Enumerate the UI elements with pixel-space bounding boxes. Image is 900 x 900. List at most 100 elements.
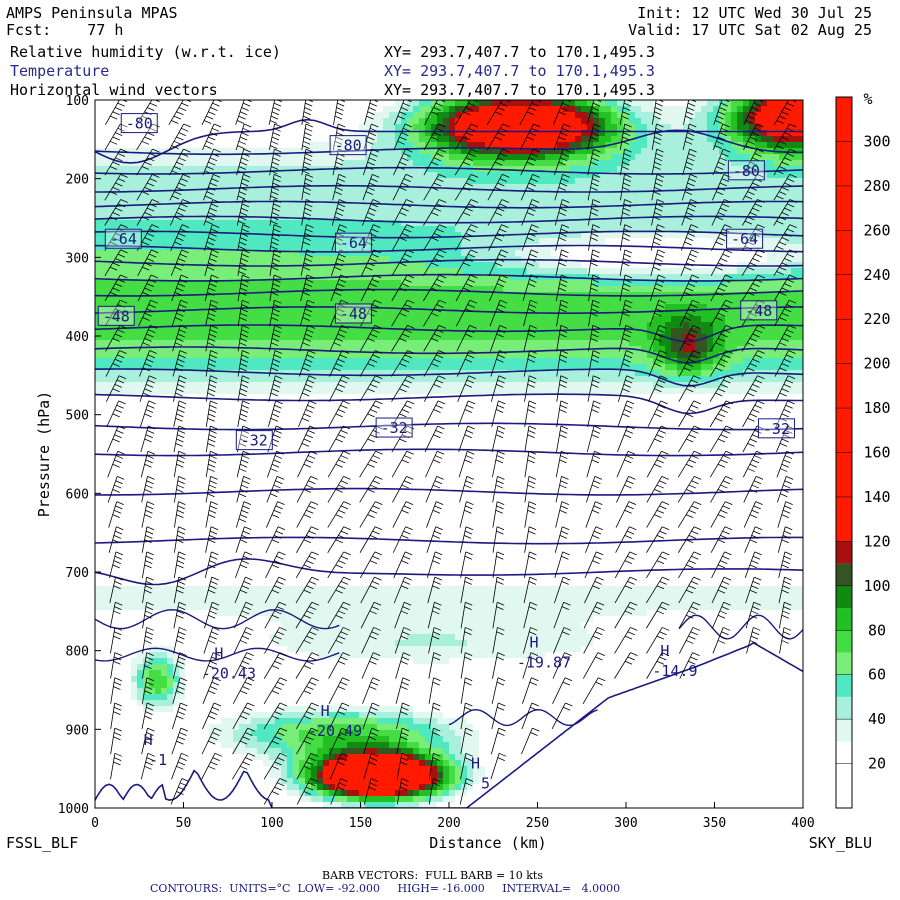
wind-barb (614, 601, 638, 629)
wind-barb (236, 148, 251, 176)
wind-barb (555, 249, 569, 276)
wind-barb (428, 727, 441, 755)
wind-barb (295, 551, 319, 579)
x-tick-label: 200 (437, 816, 460, 831)
wind-barb (709, 400, 734, 428)
wind-barb (521, 224, 539, 251)
wind-barb (393, 551, 413, 579)
wind-barb (296, 752, 319, 780)
isotherm-label: -48 (97, 305, 135, 326)
colorbar-swatch (836, 274, 852, 320)
wind-barb (423, 199, 447, 226)
wind-barb (360, 274, 382, 302)
axes: 0 50 100 150 200 250 300 350 400 100 200 300 400 500 6… (58, 94, 815, 831)
wind-barb (554, 199, 570, 226)
wind-barb (460, 601, 473, 629)
wind-barb (203, 199, 220, 226)
wind-barb (428, 677, 441, 704)
wind-barb (556, 375, 568, 402)
wind-barb (587, 123, 601, 151)
wind-barb (264, 601, 287, 629)
wind-barb (487, 199, 510, 226)
wind-barb (712, 601, 731, 629)
colorbar-swatch (836, 630, 852, 653)
wind-barb (524, 526, 537, 553)
wind-barb (583, 627, 605, 654)
colorbar-swatch (836, 541, 852, 564)
wind-barb (362, 148, 379, 176)
wind-barb (327, 450, 351, 478)
wind-barb (519, 123, 541, 151)
wind-barb (458, 425, 475, 453)
wind-barb (648, 375, 668, 402)
colorbar-swatch (836, 363, 852, 409)
wind-barb (646, 551, 670, 579)
wind-barb (520, 148, 541, 176)
wind-barb (301, 173, 314, 201)
wind-barb (524, 425, 537, 453)
wind-barb (169, 199, 190, 226)
wind-barb (422, 249, 447, 277)
wind-barb (232, 677, 255, 704)
wind-barb (201, 752, 223, 780)
wind-barb (586, 425, 602, 453)
wind-barb (359, 400, 383, 428)
colorbar-tick-label: 80 (868, 621, 886, 639)
wind-barb (651, 123, 664, 151)
wind-barb (360, 576, 382, 604)
wind-barb (651, 173, 664, 201)
wind-barb (359, 324, 383, 352)
wind-barb (709, 375, 734, 402)
wind-barb (269, 148, 282, 176)
wind-barb (555, 274, 569, 302)
wind-barb (713, 100, 730, 125)
wind-barb (677, 501, 702, 528)
wind-barb (552, 652, 572, 679)
wind-barb (491, 425, 506, 453)
colorbar-swatch (836, 608, 852, 631)
wind-barb (620, 173, 632, 201)
wind-barb (104, 274, 128, 302)
colorbar-tick-label: 300 (863, 132, 890, 150)
wind-barb (492, 476, 505, 503)
wind-barb (201, 727, 222, 755)
wind-barb (265, 551, 286, 579)
wind-barb (235, 526, 252, 553)
wind-barb (105, 375, 127, 402)
wind-barb (295, 652, 319, 679)
wind-barb (524, 476, 537, 503)
wind-barb (646, 652, 670, 679)
wind-barb (553, 123, 571, 151)
wind-barb (328, 400, 350, 428)
wind-barb (264, 627, 287, 654)
wind-barb (205, 400, 218, 427)
wind-barb (555, 476, 569, 503)
high-label: H-14.9 (652, 642, 697, 680)
wind-barb (109, 576, 123, 604)
wind-barb (554, 551, 570, 579)
colorbar-swatch (836, 719, 852, 742)
y-tick-label: 900 (66, 723, 89, 738)
wind-barb (522, 627, 538, 654)
wind-barb (109, 551, 124, 579)
x-axis-label: Distance (km) (429, 834, 546, 852)
wind-barb (295, 702, 319, 730)
wind-barb (172, 702, 188, 730)
wind-barb (617, 375, 634, 402)
wind-barb (391, 274, 415, 302)
wind-barb (173, 576, 186, 604)
wind-barb (619, 274, 633, 302)
wind-barb (682, 123, 697, 151)
wind-barb (391, 324, 415, 352)
wind-barb (205, 375, 218, 402)
wind-barb (139, 375, 157, 402)
wind-barb (237, 350, 250, 377)
wind-barb (269, 299, 282, 327)
wind-barb (393, 123, 413, 151)
wind-barb (773, 249, 797, 277)
wind-barb (681, 173, 698, 201)
wind-barb (677, 450, 702, 478)
wind-barb (203, 224, 220, 251)
wind-barb (460, 702, 473, 730)
